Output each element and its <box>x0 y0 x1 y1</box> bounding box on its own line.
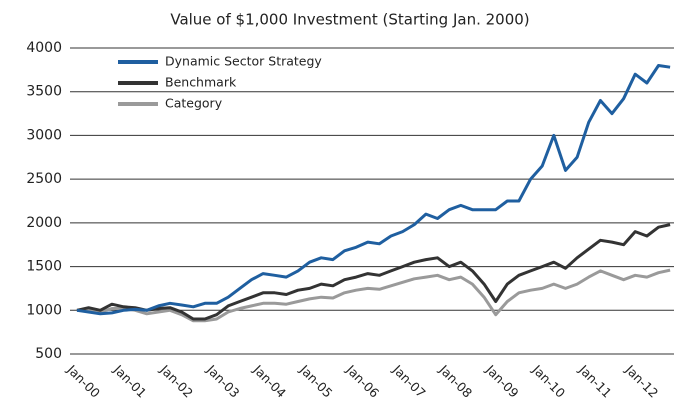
y-tick-label: 1500 <box>26 259 62 275</box>
y-tick-label: 500 <box>35 346 62 362</box>
legend-label: Benchmark <box>165 75 237 90</box>
x-tick-label: Jan-06 <box>343 361 382 400</box>
x-tick-label: Jan-05 <box>296 361 335 400</box>
y-tick-label: 2000 <box>26 215 62 231</box>
x-tick-label: Jan-04 <box>250 361 289 400</box>
x-tick-label: Jan-07 <box>389 361 428 400</box>
y-tick-label: 3500 <box>26 84 62 100</box>
legend-label: Dynamic Sector Strategy <box>165 54 322 69</box>
series-line <box>76 223 671 321</box>
x-tick-label: Jan-10 <box>529 361 568 400</box>
x-tick-label: Jan-11 <box>575 361 614 400</box>
x-tick-label: Jan-03 <box>203 361 242 400</box>
x-tick-label: Jan-08 <box>436 361 475 400</box>
x-tick-label: Jan-02 <box>157 361 196 400</box>
x-tick-label: Jan-09 <box>482 361 521 400</box>
y-tick-label: 3000 <box>26 127 62 143</box>
x-tick-label: Jan-12 <box>622 361 661 400</box>
y-tick-label: 4000 <box>26 40 62 56</box>
x-tick-label: Jan-00 <box>64 361 103 400</box>
series-line <box>77 268 671 323</box>
chart-title: Value of $1,000 Investment (Starting Jan… <box>170 11 529 29</box>
x-tick-label: Jan-01 <box>110 361 149 400</box>
legend-label: Category <box>165 96 223 111</box>
series-line <box>76 64 671 316</box>
y-tick-label: 1000 <box>26 302 62 318</box>
y-tick-label: 2500 <box>26 171 62 187</box>
